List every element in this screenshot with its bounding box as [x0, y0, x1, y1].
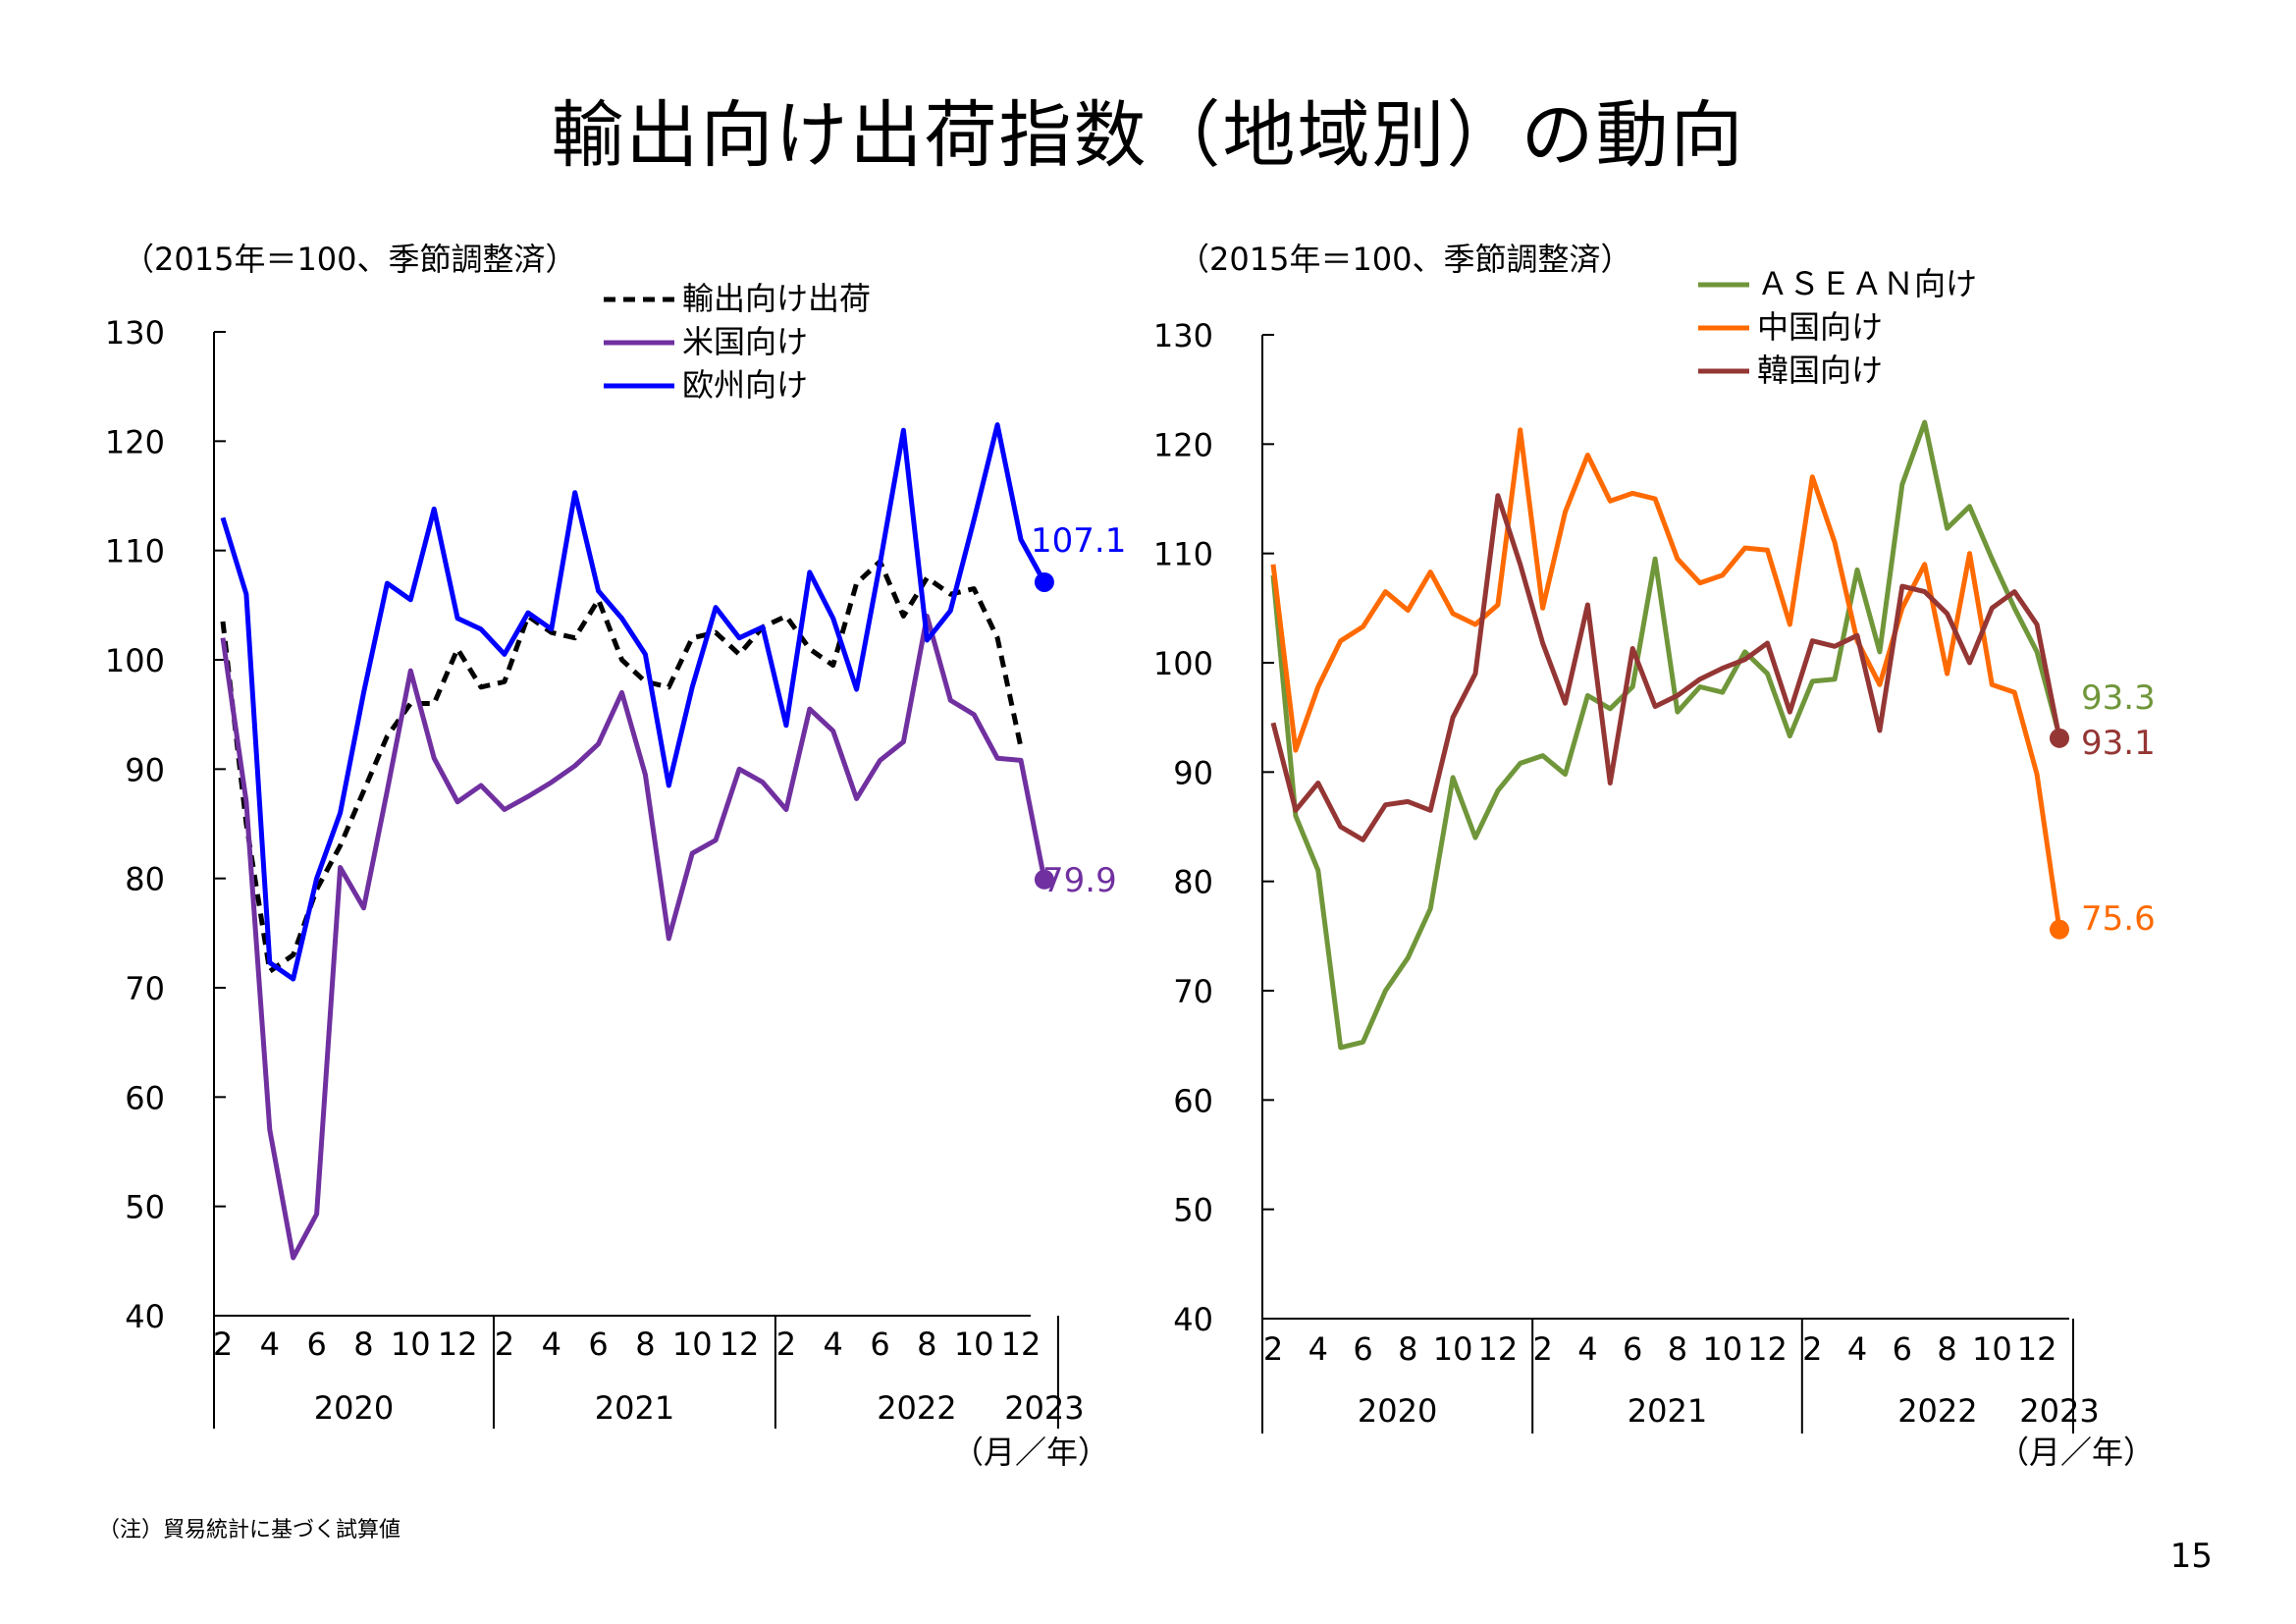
x-tick-label: 6 — [1893, 1330, 1912, 1368]
x-tick-label: 12 — [1747, 1330, 1788, 1368]
y-tick-label: 80 — [125, 861, 165, 898]
legend-label: 韓国向け — [1757, 352, 1883, 389]
x-axis-unit: （月／年） — [952, 1434, 1109, 1471]
unit-note: （2015年＝100、季節調整済） — [123, 241, 577, 278]
y-tick-label: 130 — [1153, 317, 1213, 354]
x-tick-label: 8 — [1398, 1330, 1417, 1368]
year-label: 2020 — [314, 1389, 394, 1427]
x-tick-label: 6 — [306, 1326, 326, 1363]
x-tick-label: 4 — [824, 1326, 843, 1363]
unit-note: （2015年＝100、季節調整済） — [1178, 241, 1632, 278]
year-label: 2022 — [877, 1389, 956, 1427]
y-tick-label: 130 — [105, 314, 165, 352]
x-tick-label: 2 — [495, 1326, 514, 1363]
x-tick-label: 10 — [1702, 1330, 1742, 1368]
x-tick-label: 4 — [542, 1326, 561, 1363]
x-tick-label: 10 — [1433, 1330, 1473, 1368]
x-tick-label: 2 — [1802, 1330, 1822, 1368]
chart-2: （2015年＝100、季節調整済） 40 50 60 70 80 90 100 110 120 13… — [1153, 241, 2156, 1471]
series-end-label: 79.9 — [1042, 861, 1117, 900]
y-tick-label: 70 — [1173, 973, 1213, 1010]
x-tick-label: 10 — [672, 1326, 713, 1363]
y-tick-label: 50 — [1173, 1192, 1213, 1229]
page-number: 15 — [2169, 1537, 2213, 1576]
year-label: 2021 — [1628, 1392, 1707, 1430]
legend-label: 米国向け — [682, 323, 808, 360]
x-tick-label: 10 — [1972, 1330, 2012, 1368]
y-tick-label: 100 — [105, 642, 165, 679]
footnote: （注）貿易統計に基づく試算値 — [98, 1518, 401, 1543]
page-title: 輸出向け出荷指数（地域別）の動向 — [551, 93, 1745, 178]
y-tick-label: 60 — [125, 1079, 165, 1116]
y-tick-label: 110 — [105, 533, 165, 570]
x-tick-label: 10 — [391, 1326, 431, 1363]
y-tick-label: 90 — [125, 751, 165, 788]
x-tick-label: 12 — [1001, 1326, 1041, 1363]
x-tick-label: 2 — [1263, 1330, 1283, 1368]
series-end-label: 93.1 — [2081, 724, 2156, 763]
y-tick-label: 80 — [1173, 864, 1213, 901]
series-end-marker — [2050, 919, 2069, 940]
series-end-marker — [2050, 728, 2069, 748]
year-label: 2022 — [1897, 1392, 1977, 1430]
year-label: 2023 — [1004, 1389, 1084, 1427]
x-tick-label: 6 — [588, 1326, 608, 1363]
y-tick-label: 70 — [125, 970, 165, 1007]
x-tick-label: 4 — [1847, 1330, 1867, 1368]
x-tick-label: 4 — [260, 1326, 280, 1363]
series-end-marker — [1034, 869, 1054, 890]
series-line-3 — [220, 422, 1047, 982]
series-line-1 — [220, 559, 1024, 974]
year-label: 2021 — [595, 1389, 674, 1427]
x-tick-label: 2 — [213, 1326, 233, 1363]
year-label: 2023 — [2019, 1392, 2099, 1430]
x-tick-label: 12 — [720, 1326, 760, 1363]
series-line-2 — [1270, 427, 2062, 931]
x-tick-label: 8 — [635, 1326, 655, 1363]
x-axis-unit: （月／年） — [1998, 1434, 2155, 1471]
y-tick-label: 90 — [1173, 754, 1213, 791]
legend-label: 輸出向け出荷 — [682, 280, 871, 317]
x-tick-label: 8 — [353, 1326, 373, 1363]
legend-label: ＡＳＥＡＮ向け — [1757, 265, 1977, 302]
series-line-2 — [220, 614, 1047, 1261]
y-tick-label: 100 — [1153, 645, 1213, 682]
x-tick-label: 2 — [1532, 1330, 1552, 1368]
x-tick-label: 12 — [1477, 1330, 1518, 1368]
x-tick-label: 4 — [1577, 1330, 1597, 1368]
series-end-marker — [1034, 571, 1054, 592]
x-tick-label: 12 — [438, 1326, 478, 1363]
series-end-label: 107.1 — [1031, 521, 1126, 561]
x-tick-label: 6 — [870, 1326, 889, 1363]
x-tick-label: 8 — [1937, 1330, 1956, 1368]
x-tick-label: 8 — [917, 1326, 936, 1363]
y-tick-label: 110 — [1153, 536, 1213, 573]
x-tick-label: 6 — [1353, 1330, 1372, 1368]
y-tick-label: 50 — [125, 1189, 165, 1226]
y-tick-label: 40 — [1173, 1301, 1213, 1338]
x-tick-label: 8 — [1668, 1330, 1687, 1368]
legend-label: 中国向け — [1757, 308, 1883, 346]
y-tick-label: 60 — [1173, 1082, 1213, 1119]
x-tick-label: 2 — [776, 1326, 796, 1363]
series-end-label: 93.3 — [2081, 678, 2156, 718]
x-tick-label: 10 — [954, 1326, 994, 1363]
series-end-label: 75.6 — [2081, 899, 2156, 939]
chart-1: （2015年＝100、季節調整済） 40 50 60 70 80 90 100 110 120 13… — [105, 241, 1126, 1471]
y-tick-label: 40 — [125, 1298, 165, 1335]
y-tick-label: 120 — [1153, 426, 1213, 463]
series-line-3 — [1270, 493, 2062, 842]
x-tick-label: 12 — [2017, 1330, 2057, 1368]
x-tick-label: 6 — [1623, 1330, 1642, 1368]
legend-label: 欧州向け — [682, 366, 808, 404]
y-tick-label: 120 — [105, 423, 165, 460]
series-line-1 — [1270, 419, 2062, 1051]
year-label: 2020 — [1358, 1392, 1437, 1430]
x-tick-label: 4 — [1308, 1330, 1328, 1368]
